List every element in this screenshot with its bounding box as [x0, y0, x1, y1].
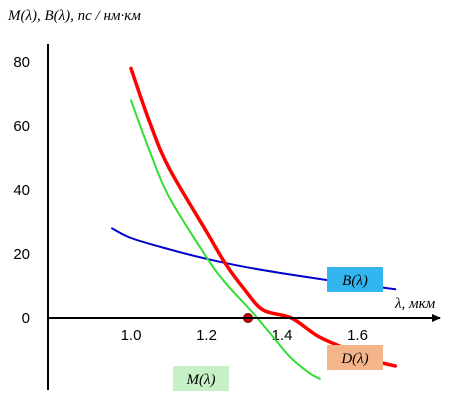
legend-m-box [173, 366, 229, 391]
legend-b-label: B(λ) [342, 273, 368, 289]
y-tick-label-3: 60 [13, 118, 30, 135]
y-axis-title: M(λ), B(λ), пс / нм·км [7, 8, 141, 24]
x-axis-title: λ, мкм [394, 296, 436, 312]
legend-m-label: M(λ) [186, 372, 216, 388]
y-tick-label-2: 40 [13, 182, 30, 199]
legend-b-box [327, 267, 383, 292]
y-tick-label-0: 0 [22, 310, 30, 327]
x-tick-labels: 1.0 1.2 1.4 1.6 [121, 327, 368, 344]
x-tick-label-0: 1.0 [121, 327, 142, 344]
x-tick-label-1: 1.2 [196, 327, 217, 344]
x-tick-label-2: 1.4 [272, 327, 293, 344]
legend-d-label: D(λ) [340, 351, 368, 367]
legend-m: M(λ) [173, 366, 229, 391]
legend-d-box [327, 345, 383, 370]
y-tick-label-1: 20 [13, 246, 30, 263]
curve-m [130, 99, 321, 380]
curve-d [129, 66, 398, 368]
y-tick-labels: 0 20 40 60 80 [13, 54, 30, 327]
x-tick-label-3: 1.6 [347, 327, 368, 344]
legend-d: D(λ) [327, 345, 383, 370]
y-tick-label-4: 80 [13, 54, 30, 71]
legend-b: B(λ) [327, 267, 383, 292]
legend-layer: B(λ) D(λ) M(λ) [173, 267, 383, 391]
